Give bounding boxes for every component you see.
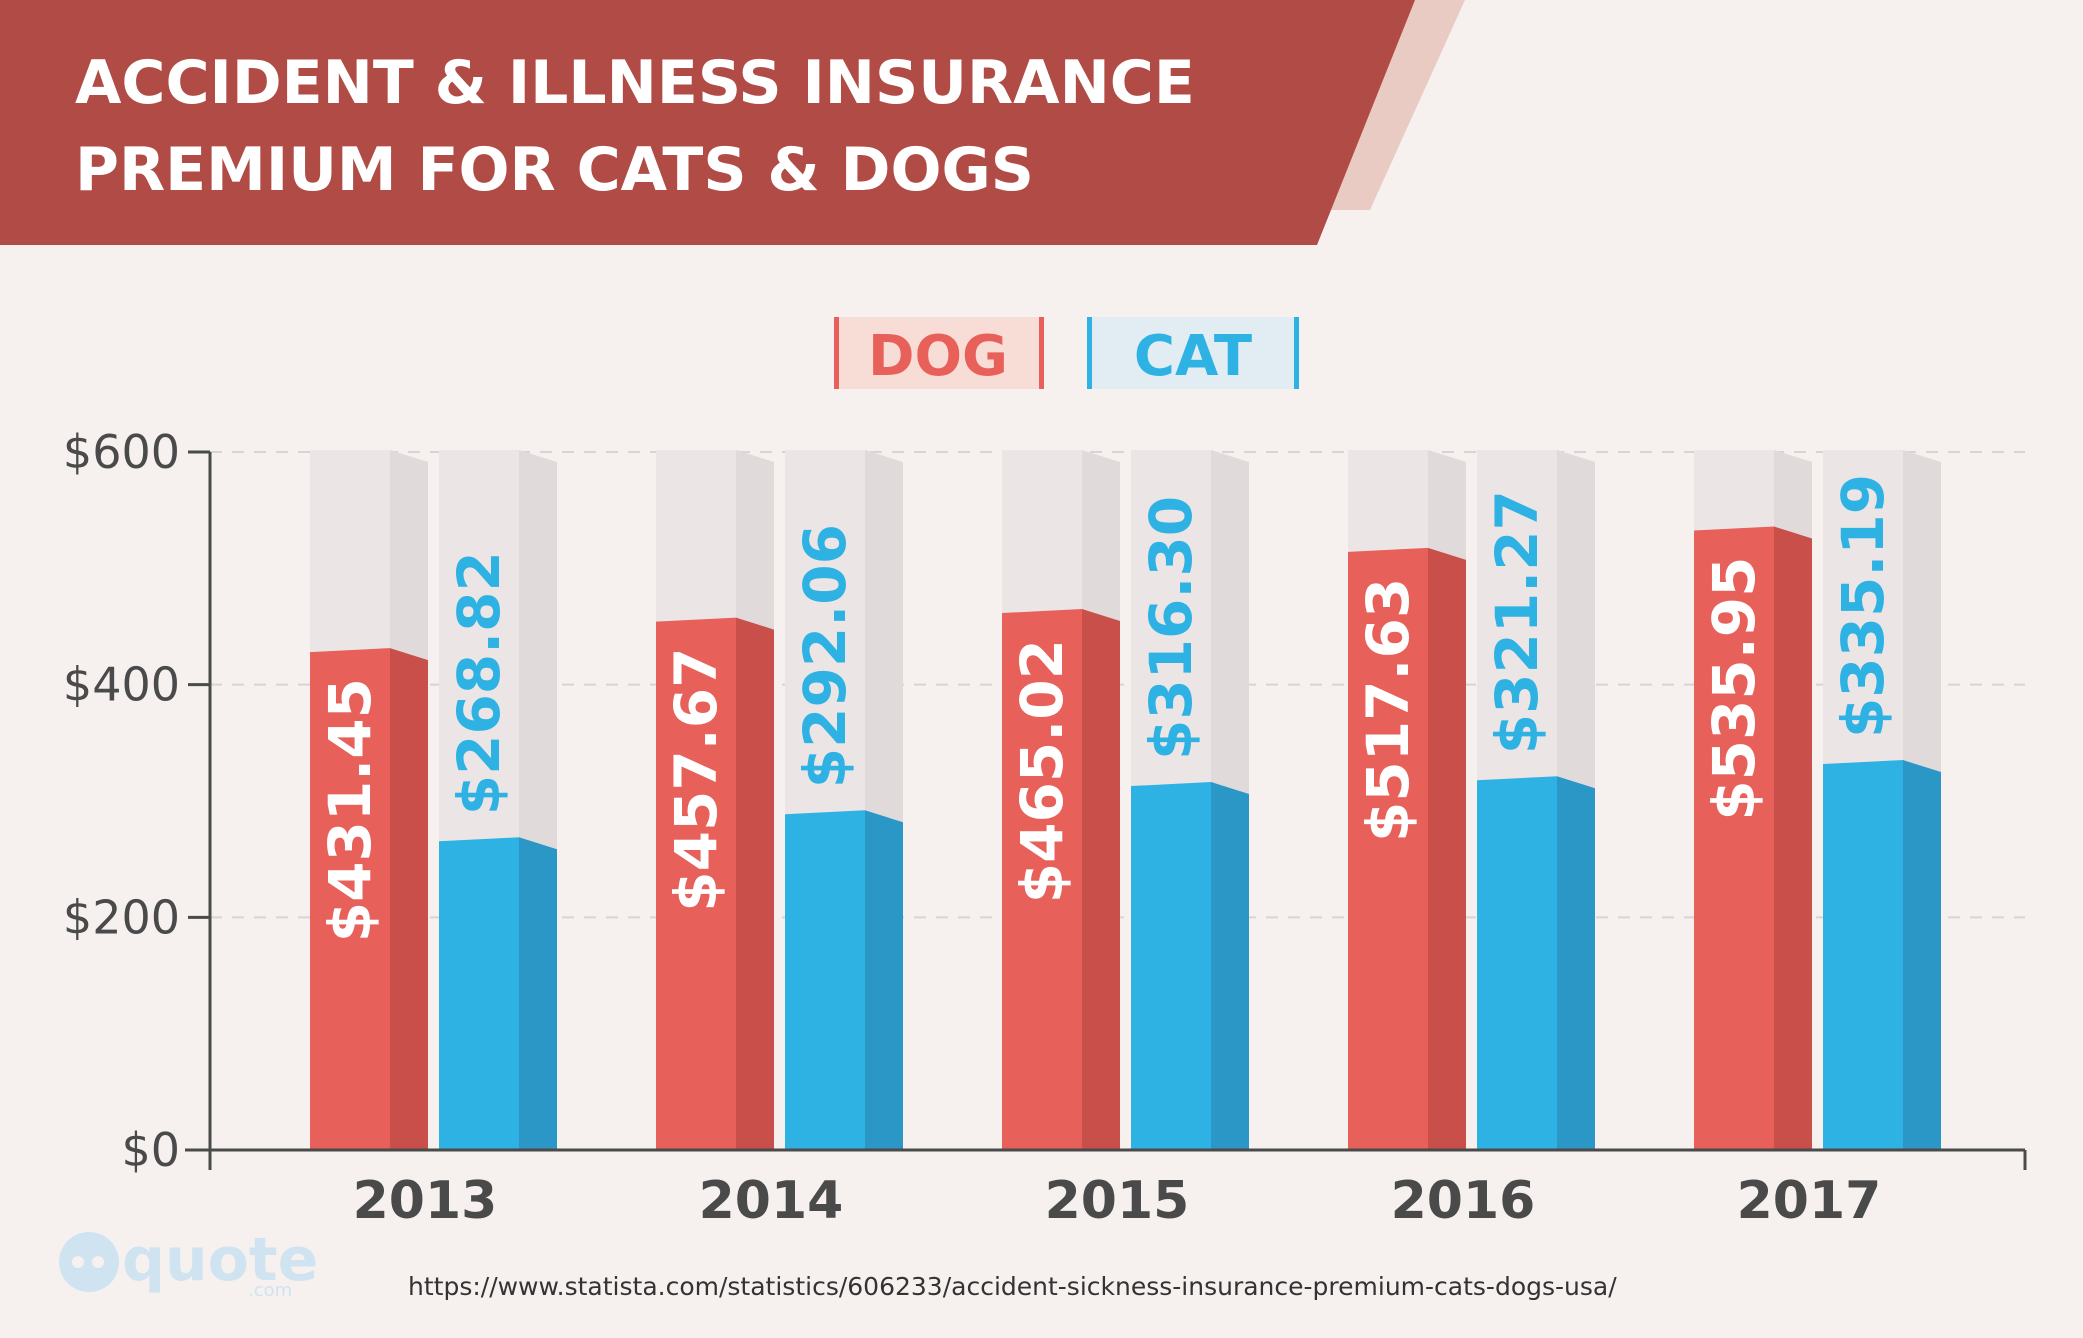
- x-tick-label-2014: 2014: [699, 1171, 844, 1231]
- quote-logo-text: quote: [122, 1225, 318, 1295]
- legend-cat-bar-left: [1087, 317, 1092, 389]
- header-banner: ACCIDENT & ILLNESS INSURANCE PREMIUM FOR…: [0, 0, 1465, 245]
- legend-dog-bg: [834, 317, 1042, 389]
- cat-bar-2013: [439, 837, 519, 1150]
- bar-group-2017: $535.95 $335.19: [1694, 450, 1941, 1150]
- y-axis-ticks: $0 $200 $400 $600: [63, 425, 210, 1177]
- cat-value-label-2014: $292.06: [791, 524, 859, 788]
- cat-value-label-2015: $316.30: [1137, 496, 1205, 760]
- legend-dog-bar-right: [1039, 317, 1044, 389]
- x-axis-labels: 2013 2014 2015 2016 2017: [353, 1171, 1882, 1231]
- quote-logo: quote .com: [59, 1225, 318, 1301]
- dog-bar-2014: [656, 617, 736, 1150]
- dog-bar-side-2014: [736, 617, 774, 1150]
- y-tick-label: $0: [121, 1123, 180, 1177]
- legend-dog-label: DOG: [868, 324, 1008, 389]
- legend: DOG CAT: [834, 317, 1299, 389]
- cat-value-label-2017: $335.19: [1829, 474, 1897, 738]
- dog-bar-2013: [310, 648, 390, 1150]
- legend-cat-bg: [1087, 317, 1297, 389]
- title-line-1: ACCIDENT & ILLNESS INSURANCE: [75, 48, 1195, 118]
- dog-value-label-2017: $535.95: [1700, 557, 1768, 821]
- dog-value-label-2014: $457.67: [662, 648, 730, 912]
- cat-bar-2016: [1477, 776, 1557, 1150]
- cat-bar-side-2016: [1557, 776, 1595, 1150]
- bar-group-2016: $517.63 $321.27: [1348, 450, 1595, 1150]
- title-line-2: PREMIUM FOR CATS & DOGS: [75, 135, 1034, 205]
- cat-bar-2015: [1131, 782, 1211, 1150]
- chart: $0 $200 $400 $600 $431.45 $268.82 $457.67 $292…: [63, 425, 2027, 1231]
- quote-logo-suffix: .com: [248, 1280, 292, 1301]
- logo-dot-1: [72, 1256, 84, 1268]
- dog-bar-side-2013: [390, 648, 428, 1150]
- y-tick-label: $200: [63, 890, 180, 944]
- x-tick-label-2015: 2015: [1045, 1171, 1190, 1231]
- dog-bar-2017: [1694, 526, 1774, 1150]
- quote-logo-bubble-icon: [59, 1232, 119, 1292]
- dog-bar-side-2016: [1428, 547, 1466, 1150]
- x-tick-label-2016: 2016: [1391, 1171, 1536, 1231]
- dog-value-label-2016: $517.63: [1354, 578, 1422, 842]
- y-tick-label: $600: [63, 425, 180, 479]
- logo-dot-2: [92, 1256, 104, 1268]
- bar-group-2014: $457.67 $292.06: [656, 450, 903, 1150]
- x-tick-label-2013: 2013: [353, 1171, 498, 1231]
- bar-group-2013: $431.45 $268.82: [310, 450, 557, 1150]
- x-tick-label-2017: 2017: [1737, 1171, 1882, 1231]
- cat-bar-2017: [1823, 760, 1903, 1150]
- source-url: https://www.statista.com/statistics/6062…: [408, 1272, 1617, 1301]
- y-tick-label: $400: [63, 658, 180, 712]
- legend-cat-bar-right: [1294, 317, 1299, 389]
- cat-value-label-2016: $321.27: [1483, 490, 1551, 754]
- dog-bar-side-2017: [1774, 526, 1812, 1150]
- dog-bar-side-2015: [1082, 609, 1120, 1150]
- cat-value-label-2013: $268.82: [445, 551, 513, 815]
- cat-bar-2014: [785, 810, 865, 1150]
- dog-bar-2016: [1348, 547, 1428, 1150]
- cat-bar-side-2013: [519, 837, 557, 1150]
- cat-bar-side-2015: [1211, 782, 1249, 1150]
- bar-groups: $431.45 $268.82 $457.67 $292.06 $465.02 $316.…: [310, 450, 1941, 1150]
- legend-cat-label: CAT: [1134, 324, 1252, 389]
- legend-dog-bar-left: [834, 317, 839, 389]
- dog-bar-2015: [1002, 609, 1082, 1150]
- dog-value-label-2013: $431.45: [316, 678, 384, 942]
- banner-background: [0, 0, 1415, 245]
- footer: quote .com https://www.statista.com/stat…: [59, 1225, 1617, 1301]
- bar-group-2015: $465.02 $316.30: [1002, 450, 1249, 1150]
- dog-value-label-2015: $465.02: [1008, 639, 1076, 903]
- cat-bar-side-2014: [865, 810, 903, 1150]
- cat-bar-side-2017: [1903, 760, 1941, 1150]
